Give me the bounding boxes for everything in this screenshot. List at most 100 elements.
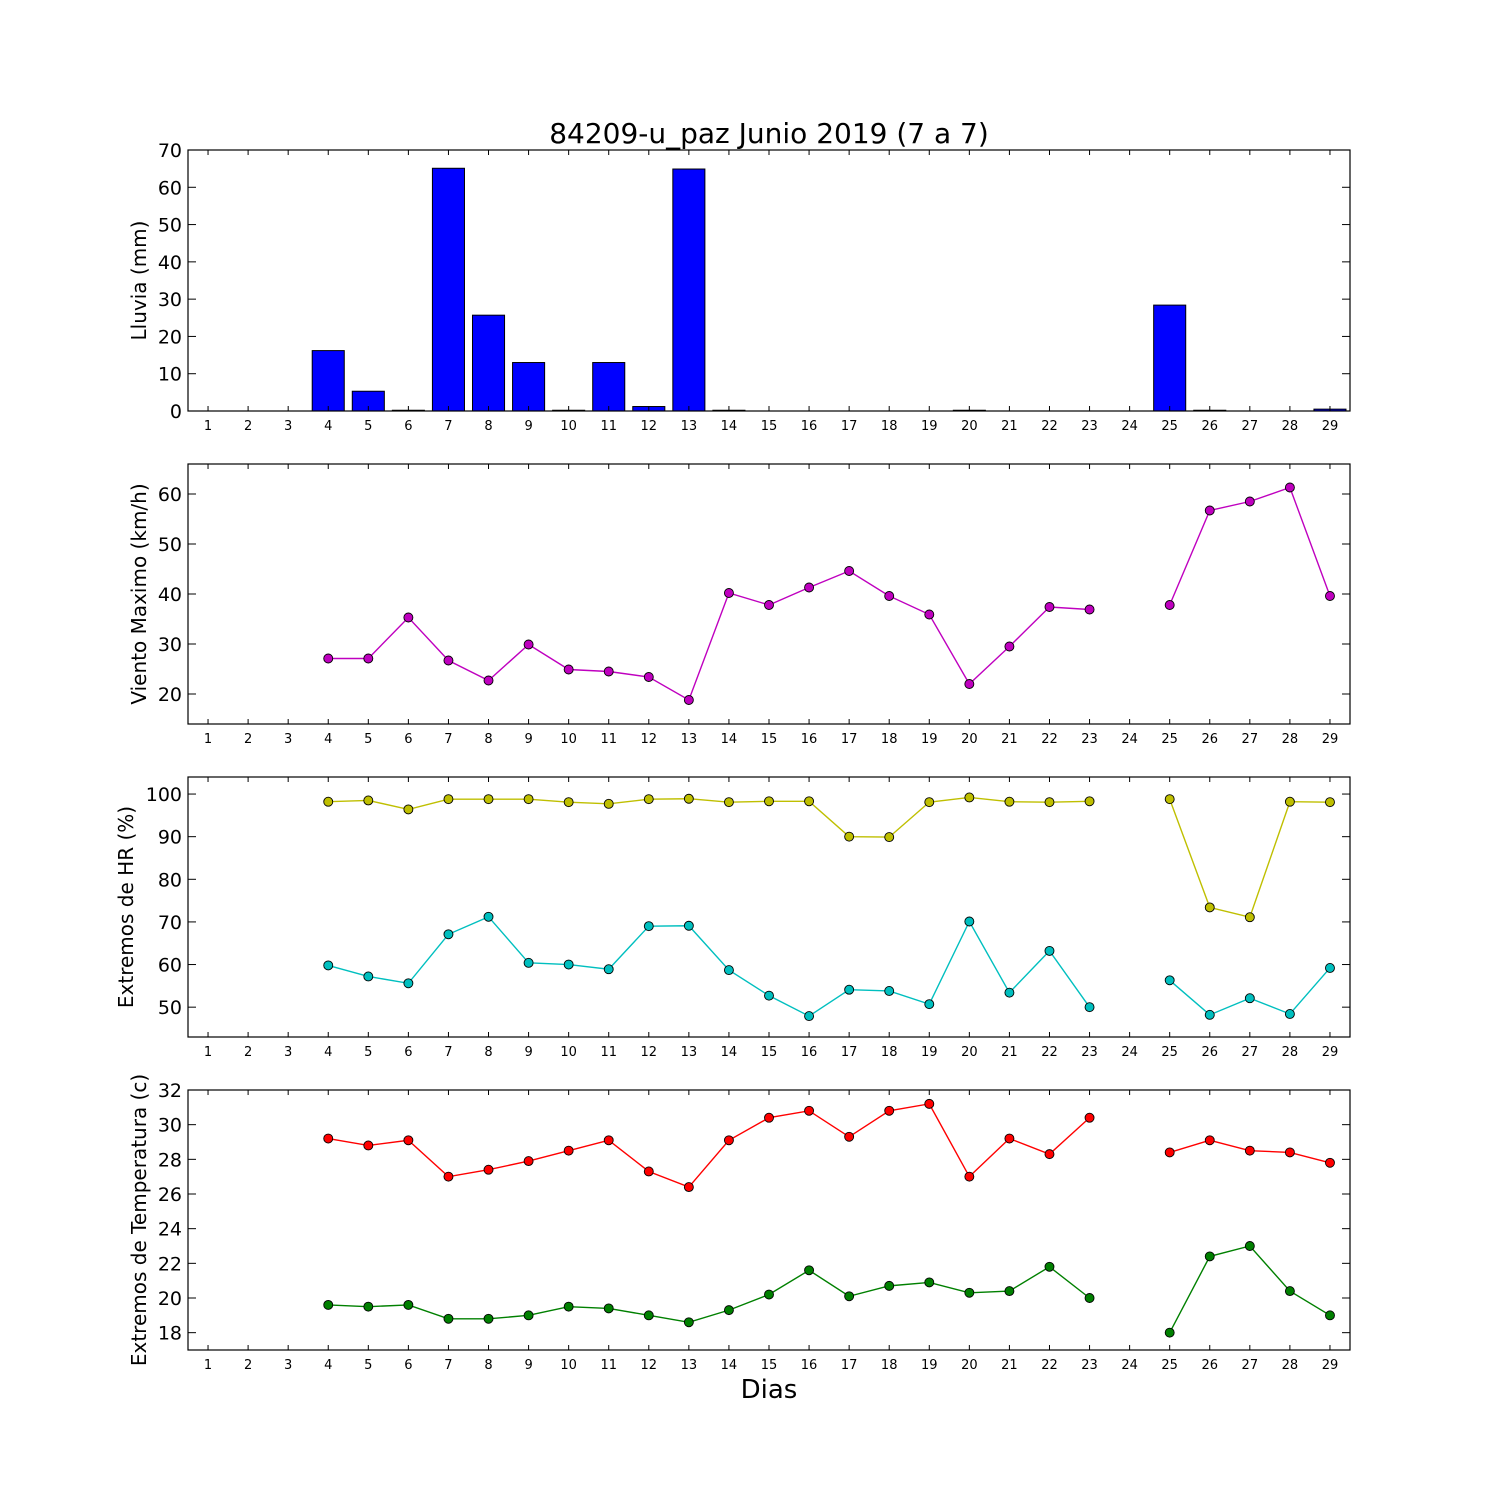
temperature-xtick-label-7: 7 — [444, 1358, 452, 1373]
humidity-xtick-label-20: 20 — [961, 1045, 978, 1060]
humidity-series-1-point-day-7 — [443, 929, 454, 940]
humidity-xtick-label-1: 1 — [204, 1045, 212, 1060]
wind-series-0-point-day-20 — [964, 679, 975, 689]
humidity-series-0-point-day-20 — [964, 792, 975, 803]
temperature-series-0-point-day-16 — [804, 1105, 815, 1116]
wind-xtick-label-5: 5 — [364, 732, 372, 747]
temperature-series-0-point-day-17 — [844, 1131, 855, 1142]
temperature-xtick-label-19: 19 — [921, 1358, 938, 1373]
humidity-series-1-point-day-14 — [723, 965, 734, 976]
wind-series-0-point-day-23 — [1084, 604, 1095, 615]
humidity-series-0-line-0 — [328, 796, 1090, 838]
temperature-series-0-point-day-9 — [523, 1156, 534, 1167]
temperature-series-0-point-day-15 — [764, 1112, 774, 1123]
rain-xtick-label-3: 3 — [284, 419, 292, 434]
temperature-series-1-point-day-26 — [1204, 1251, 1215, 1262]
humidity-series-1-point-day-8 — [483, 911, 494, 922]
temperature-series-1-point-day-28 — [1284, 1286, 1295, 1297]
temperature-series-0 — [323, 1098, 1335, 1193]
rain-xtick-label-14: 14 — [721, 419, 738, 434]
rain-xtick-label-19: 19 — [921, 419, 938, 434]
wind-series-0-point-day-22 — [1044, 602, 1055, 612]
wind-xtick-label-12: 12 — [641, 732, 658, 747]
rain-ytick-label-70: 70 — [158, 140, 182, 162]
temperature-series-0-point-day-20 — [964, 1171, 975, 1182]
temperature-y-axis-label: Extremos de Temperatura (c) — [127, 1074, 151, 1366]
rain-xtick-label-2: 2 — [244, 419, 252, 434]
temperature-series-0-point-day-6 — [403, 1135, 414, 1146]
temperature-series-0-point-day-4 — [323, 1133, 334, 1144]
temperature-xtick-label-24: 24 — [1121, 1358, 1138, 1373]
humidity-ytick-label-100: 100 — [146, 784, 182, 806]
temperature-xtick-label-18: 18 — [881, 1358, 898, 1373]
wind-series-0-point-day-17 — [844, 566, 855, 576]
humidity-series-1-point-day-23 — [1084, 1002, 1095, 1013]
rain-xtick-label-21: 21 — [1001, 419, 1018, 434]
temperature-series-1-point-day-21 — [1004, 1286, 1015, 1297]
humidity-series-0-point-day-25 — [1164, 794, 1175, 805]
temperature-series-0-line-0 — [328, 1103, 1091, 1188]
temperature-series-1-line-0 — [328, 1265, 1090, 1323]
humidity-series-0-point-day-6 — [403, 804, 414, 815]
humidity-series-1-point-day-19 — [924, 999, 935, 1010]
humidity-xtick-label-27: 27 — [1242, 1045, 1259, 1060]
temperature-series-0-point-day-10 — [563, 1145, 574, 1156]
rain-xtick-label-27: 27 — [1242, 419, 1259, 434]
temperature-series-1-point-day-29 — [1325, 1310, 1335, 1321]
humidity-series-0-point-day-19 — [924, 797, 935, 808]
humidity-series-0-point-day-26 — [1204, 902, 1215, 913]
temperature-series-1-point-day-9 — [523, 1310, 534, 1321]
humidity-series-1-point-day-21 — [1004, 987, 1015, 998]
humidity-series-0-point-day-17 — [844, 831, 855, 842]
temperature-series-1-point-day-12 — [643, 1310, 654, 1321]
humidity-series-0-point-day-7 — [443, 794, 454, 805]
humidity-xtick-label-24: 24 — [1121, 1045, 1138, 1060]
humidity-series-0-point-day-22 — [1044, 797, 1055, 808]
humidity-xtick-label-29: 29 — [1322, 1045, 1339, 1060]
temperature-series-0-point-day-7 — [443, 1171, 454, 1182]
wind-xtick-label-14: 14 — [721, 732, 738, 747]
humidity-xtick-label-26: 26 — [1201, 1045, 1218, 1060]
temperature-xtick-label-21: 21 — [1001, 1358, 1018, 1373]
humidity-series-0-point-day-13 — [683, 793, 694, 804]
rain-xtick-label-28: 28 — [1282, 419, 1299, 434]
wind-ytick-label-50: 50 — [158, 534, 182, 556]
temperature-xtick-label-29: 29 — [1322, 1358, 1339, 1373]
humidity-xtick-label-12: 12 — [641, 1045, 658, 1060]
temperature-xtick-label-10: 10 — [560, 1358, 577, 1373]
humidity-xtick-label-15: 15 — [761, 1045, 778, 1060]
temperature-series-1-point-day-17 — [844, 1291, 855, 1302]
rain-xtick-label-17: 17 — [841, 419, 858, 434]
temperature-series-0-point-day-14 — [723, 1135, 734, 1146]
temperature-xtick-label-4: 4 — [324, 1358, 332, 1373]
humidity-series-1-point-day-11 — [603, 964, 614, 975]
temperature-ytick-label-22: 22 — [158, 1253, 182, 1275]
wind-xtick-label-18: 18 — [881, 732, 898, 747]
humidity-xtick-label-21: 21 — [1001, 1045, 1018, 1060]
rain-xtick-label-5: 5 — [364, 419, 372, 434]
rain-xtick-label-20: 20 — [961, 419, 978, 434]
humidity-ytick-label-90: 90 — [158, 827, 182, 849]
wind-xtick-label-27: 27 — [1242, 732, 1259, 747]
humidity-series-1-point-day-12 — [643, 921, 654, 932]
wind-series-0-point-day-16 — [804, 582, 815, 593]
wind-series-0-point-day-7 — [443, 655, 454, 666]
temperature-series-1-point-day-11 — [603, 1303, 614, 1314]
rain-ytick-label-60: 60 — [158, 177, 182, 199]
temperature-series-0-point-day-11 — [603, 1135, 614, 1146]
temperature-series-1-point-day-7 — [443, 1313, 454, 1324]
humidity-xtick-label-8: 8 — [484, 1045, 492, 1060]
humidity-series-1-point-day-13 — [683, 920, 694, 931]
humidity-series-0-point-day-10 — [563, 797, 574, 808]
rain-ytick-label-0: 0 — [170, 401, 182, 423]
rain-bar-day-13 — [672, 168, 706, 412]
temperature-xtick-label-3: 3 — [284, 1358, 292, 1373]
wind-xtick-label-1: 1 — [204, 732, 212, 747]
humidity-series-1-point-day-16 — [804, 1011, 815, 1022]
temperature-xtick-label-6: 6 — [404, 1358, 412, 1373]
wind-series-0-point-day-15 — [764, 600, 774, 610]
wind-xtick-label-9: 9 — [524, 732, 532, 747]
humidity-series-0 — [323, 792, 1335, 923]
rain-xtick-label-16: 16 — [801, 419, 818, 434]
